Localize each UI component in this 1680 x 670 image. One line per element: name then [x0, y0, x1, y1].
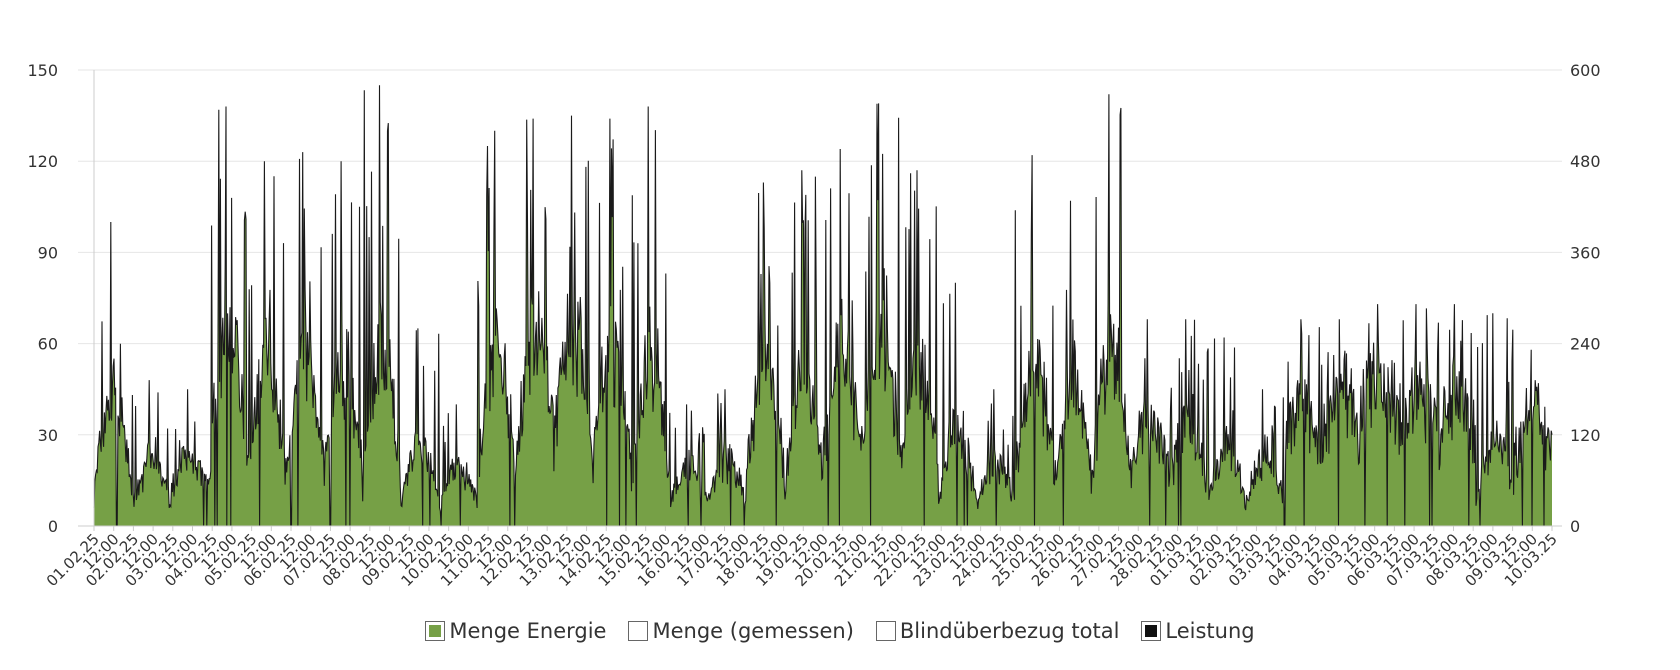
y-left-tick-label: 90 — [38, 243, 58, 262]
y-right-tick-label: 360 — [1570, 243, 1601, 262]
legend-swatch-empty — [628, 621, 649, 641]
legend-item-blindueberbezug[interactable]: Blindüberbezug total — [875, 619, 1120, 643]
legend-item-menge-energie[interactable]: Menge Energie — [425, 619, 606, 643]
legend-item-menge-gemessen[interactable]: Menge (gemessen) — [628, 619, 854, 643]
y-axis-right-ticks: 0 120 240 360 480 600 — [1570, 61, 1601, 536]
y-right-tick-label: 600 — [1570, 61, 1601, 80]
legend-label: Blindüberbezug total — [899, 619, 1120, 643]
energy-area-series — [93, 85, 1553, 527]
y-right-tick-label: 480 — [1570, 152, 1601, 171]
y-left-tick-label: 120 — [27, 152, 58, 171]
legend-swatch-green — [425, 621, 446, 641]
legend-label: Menge (gemessen) — [652, 619, 854, 643]
y-left-tick-label: 30 — [38, 426, 58, 445]
axes — [78, 70, 1562, 527]
y-right-tick-label: 0 — [1570, 517, 1580, 536]
x-axis-ticks: 01.02.2512:0002.02.2512:0003.02.2512:000… — [43, 526, 1561, 590]
power-line — [93, 85, 1553, 527]
legend-item-leistung[interactable]: Leistung — [1141, 619, 1255, 643]
legend-label: Menge Energie — [449, 619, 607, 643]
y-axis-left-ticks: 0 30 60 90 120 150 — [27, 61, 58, 536]
legend-swatch-black — [1141, 621, 1162, 641]
y-left-tick-label: 0 — [48, 517, 58, 536]
y-left-tick-label: 150 — [27, 61, 58, 80]
legend: Menge Energie Menge (gemessen) Blindüber… — [0, 616, 1680, 646]
energy-chart: 0 30 60 90 120 150 0 120 240 360 480 600 01.02.251… — [27, 61, 1601, 590]
legend-swatch-empty — [875, 621, 896, 641]
legend-label: Leistung — [1165, 619, 1255, 643]
y-right-tick-label: 120 — [1570, 426, 1601, 445]
y-left-tick-label: 60 — [38, 335, 58, 354]
y-right-tick-label: 240 — [1570, 335, 1601, 354]
